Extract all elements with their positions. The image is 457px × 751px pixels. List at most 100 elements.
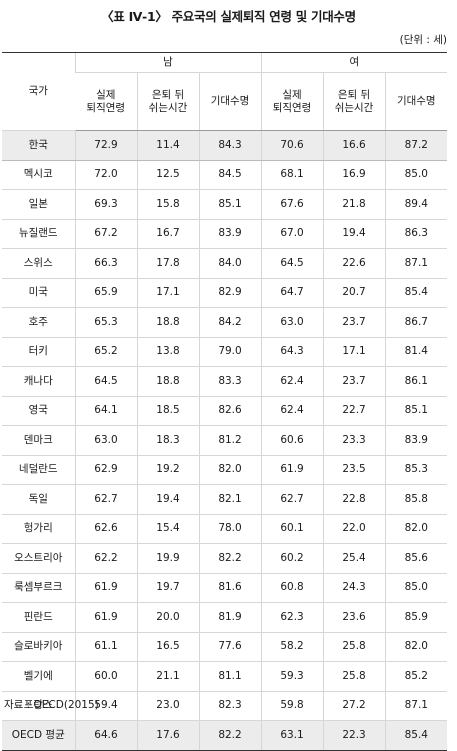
value-cell: 72.9 bbox=[74, 130, 137, 161]
value-cell: 89.4 bbox=[384, 189, 448, 220]
value-cell: 61.9 bbox=[260, 455, 324, 485]
value-cell: 78.0 bbox=[198, 514, 262, 544]
value-cell: 87.1 bbox=[384, 248, 448, 279]
value-cell: 58.2 bbox=[260, 632, 324, 662]
value-cell: 25.8 bbox=[322, 632, 386, 662]
header-female-rest-time: 은퇴 뒤 쉬는시간 bbox=[322, 72, 386, 131]
value-cell: 63.0 bbox=[74, 425, 137, 456]
value-cell: 22.0 bbox=[322, 514, 386, 544]
country-cell: 슬로바키아 bbox=[2, 632, 75, 662]
value-cell: 79.0 bbox=[198, 337, 262, 367]
value-cell: 23.7 bbox=[322, 307, 386, 338]
value-cell: 83.9 bbox=[384, 425, 448, 456]
value-cell: 66.3 bbox=[74, 248, 137, 279]
oecd-value-cell: 85.4 bbox=[384, 720, 448, 751]
value-cell: 13.8 bbox=[136, 337, 199, 367]
value-cell: 64.5 bbox=[260, 248, 324, 279]
value-cell: 16.6 bbox=[322, 130, 386, 161]
value-cell: 67.0 bbox=[260, 219, 324, 249]
value-cell: 62.7 bbox=[260, 484, 324, 515]
value-cell: 61.9 bbox=[74, 602, 137, 633]
oecd-value-cell: 17.6 bbox=[136, 720, 199, 751]
value-cell: 67.2 bbox=[74, 219, 137, 249]
value-cell: 85.4 bbox=[384, 278, 448, 308]
header-male-retire-age: 실제 퇴직연령 bbox=[75, 72, 137, 131]
value-cell: 77.6 bbox=[198, 632, 262, 662]
value-cell: 62.4 bbox=[260, 366, 324, 397]
value-cell: 67.6 bbox=[260, 189, 324, 220]
header-female-life-exp: 기대수명 bbox=[384, 72, 448, 131]
value-cell: 62.2 bbox=[74, 543, 137, 574]
country-cell: 덴마크 bbox=[2, 425, 75, 456]
value-cell: 60.0 bbox=[74, 661, 137, 692]
value-cell: 85.1 bbox=[198, 189, 262, 220]
retirement-table: 국가 남 여 실제 퇴직연령 은퇴 뒤 쉬는시간 기대수명 실제 퇴직연령 은퇴… bbox=[2, 52, 448, 751]
country-cell: 스위스 bbox=[2, 248, 75, 279]
value-cell: 27.2 bbox=[322, 691, 386, 721]
value-cell: 85.0 bbox=[384, 573, 448, 603]
value-cell: 15.4 bbox=[136, 514, 199, 544]
value-cell: 64.5 bbox=[74, 366, 137, 397]
value-cell: 23.0 bbox=[136, 691, 199, 721]
table-row: 핀란드 61.9 20.0 81.9 62.3 23.6 85.9 bbox=[2, 602, 448, 633]
value-cell: 82.2 bbox=[198, 543, 262, 574]
value-cell: 81.6 bbox=[198, 573, 262, 603]
value-cell: 82.1 bbox=[198, 484, 262, 515]
country-cell: 캐나다 bbox=[2, 366, 75, 397]
table-row: 멕시코 72.0 12.5 84.5 68.1 16.9 85.0 bbox=[2, 160, 448, 190]
value-cell: 86.3 bbox=[384, 219, 448, 249]
value-cell: 59.3 bbox=[260, 661, 324, 692]
value-cell: 65.3 bbox=[74, 307, 137, 338]
table-row: 헝가리 62.6 15.4 78.0 60.1 22.0 82.0 bbox=[2, 514, 448, 544]
value-cell: 86.7 bbox=[384, 307, 448, 338]
country-cell: 벨기에 bbox=[2, 661, 75, 692]
value-cell: 68.1 bbox=[260, 160, 324, 190]
value-cell: 84.5 bbox=[198, 160, 262, 190]
country-cell: 네덜란드 bbox=[2, 455, 75, 485]
value-cell: 17.8 bbox=[136, 248, 199, 279]
oecd-value-cell: 22.3 bbox=[322, 720, 386, 751]
table-row: 뉴질랜드 67.2 16.7 83.9 67.0 19.4 86.3 bbox=[2, 219, 448, 249]
value-cell: 25.4 bbox=[322, 543, 386, 574]
value-cell: 72.0 bbox=[74, 160, 137, 190]
value-cell: 64.7 bbox=[260, 278, 324, 308]
table-row: 미국 65.9 17.1 82.9 64.7 20.7 85.4 bbox=[2, 278, 448, 308]
value-cell: 22.7 bbox=[322, 396, 386, 426]
value-cell: 23.7 bbox=[322, 366, 386, 397]
value-cell: 18.8 bbox=[136, 366, 199, 397]
country-cell: 헝가리 bbox=[2, 514, 75, 544]
value-cell: 23.3 bbox=[322, 425, 386, 456]
table-row: 호주 65.3 18.8 84.2 63.0 23.7 86.7 bbox=[2, 307, 448, 338]
table-row: 룩셈부르크 61.9 19.7 81.6 60.8 24.3 85.0 bbox=[2, 573, 448, 603]
value-cell: 12.5 bbox=[136, 160, 199, 190]
unit-label: (단위 : 세) bbox=[399, 34, 447, 46]
value-cell: 85.0 bbox=[384, 160, 448, 190]
country-cell: 미국 bbox=[2, 278, 75, 308]
table-row: 덴마크 63.0 18.3 81.2 60.6 23.3 83.9 bbox=[2, 425, 448, 456]
value-cell: 62.6 bbox=[74, 514, 137, 544]
value-cell: 62.3 bbox=[260, 602, 324, 633]
value-cell: 11.4 bbox=[136, 130, 199, 161]
table-row: 영국 64.1 18.5 82.6 62.4 22.7 85.1 bbox=[2, 396, 448, 426]
value-cell: 19.4 bbox=[322, 219, 386, 249]
value-cell: 18.3 bbox=[136, 425, 199, 456]
value-cell: 18.5 bbox=[136, 396, 199, 426]
oecd-value-cell: 64.6 bbox=[74, 720, 137, 751]
value-cell: 62.7 bbox=[74, 484, 137, 515]
value-cell: 83.3 bbox=[198, 366, 262, 397]
value-cell: 59.8 bbox=[260, 691, 324, 721]
value-cell: 62.4 bbox=[260, 396, 324, 426]
value-cell: 61.9 bbox=[74, 573, 137, 603]
header-male: 남 bbox=[74, 52, 262, 73]
value-cell: 23.6 bbox=[322, 602, 386, 633]
value-cell: 64.3 bbox=[260, 337, 324, 367]
value-cell: 20.0 bbox=[136, 602, 199, 633]
country-cell: 오스트리아 bbox=[2, 543, 75, 574]
value-cell: 61.1 bbox=[74, 632, 137, 662]
header-female: 여 bbox=[260, 52, 448, 73]
value-cell: 84.0 bbox=[198, 248, 262, 279]
table-row: 터키 65.2 13.8 79.0 64.3 17.1 81.4 bbox=[2, 337, 448, 367]
value-cell: 19.4 bbox=[136, 484, 199, 515]
value-cell: 64.1 bbox=[74, 396, 137, 426]
value-cell: 63.0 bbox=[260, 307, 324, 338]
